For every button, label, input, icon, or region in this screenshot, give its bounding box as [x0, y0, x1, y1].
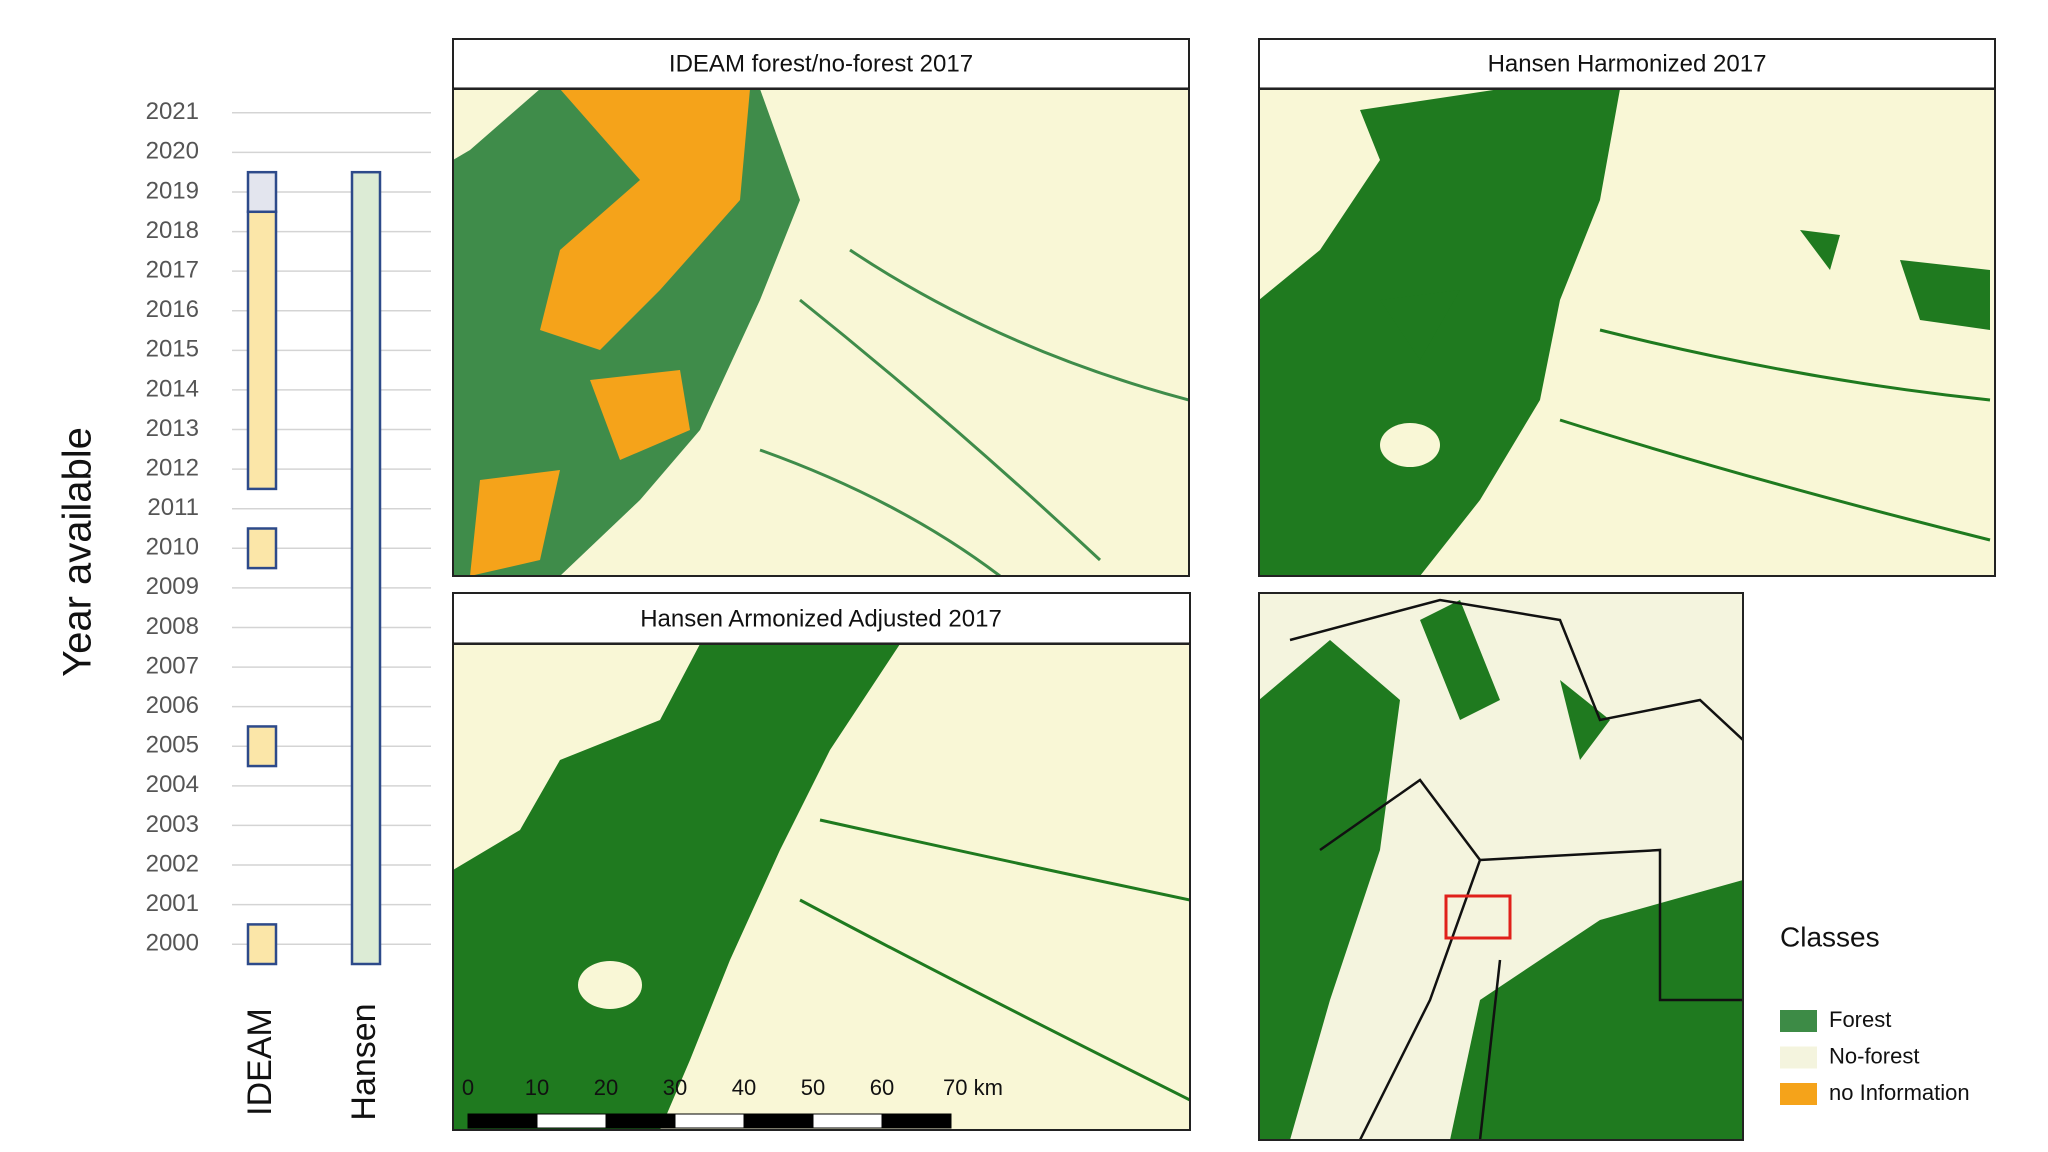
y-tick-label: 2015	[146, 336, 199, 363]
legend-swatch	[1780, 1046, 1817, 1069]
y-tick-label: 2004	[146, 771, 199, 798]
scale-label: 60	[870, 1075, 894, 1100]
map-panel	[1258, 592, 1744, 1141]
y-tick-label: 2019	[146, 177, 199, 204]
map-panel: Hansen Harmonized 2017	[1258, 38, 1996, 577]
legend-label: No-forest	[1829, 1043, 1919, 1068]
map-image	[453, 89, 1189, 576]
scale-label: 30	[663, 1075, 687, 1100]
map-panel: Hansen Armonized Adjusted 2017 0 10 20 30 40…	[452, 592, 1191, 1131]
scale-label: 50	[801, 1075, 825, 1100]
scale-segment	[881, 1113, 952, 1129]
x-tick-label: IDEAM	[241, 1008, 279, 1116]
y-tick-label: 2021	[146, 98, 199, 125]
scale-segment	[674, 1113, 745, 1129]
range-bar	[246, 725, 278, 768]
y-tick-label: 2002	[146, 850, 199, 877]
scale-segment	[605, 1113, 676, 1129]
range-bar	[246, 170, 278, 214]
map-image	[1259, 89, 1995, 576]
legend-label: Forest	[1829, 1007, 1891, 1032]
scale-label: 70 km	[943, 1075, 1003, 1100]
y-tick-label: 2017	[146, 257, 199, 284]
y-tick-label: 2011	[147, 494, 199, 521]
y-tick-label: 2000	[146, 930, 199, 957]
x-tick-label: Hansen	[345, 1003, 383, 1120]
range-bar	[246, 210, 278, 491]
y-tick-label: 2020	[146, 138, 199, 165]
y-tick-label: 2014	[146, 375, 199, 402]
legend-swatch	[1780, 1083, 1817, 1105]
range-bar	[350, 170, 382, 966]
y-tick-label: 2006	[146, 692, 199, 719]
range-bar	[246, 923, 278, 966]
scale-label: 40	[732, 1075, 756, 1100]
panel-title: Hansen Armonized Adjusted 2017	[640, 605, 1002, 632]
map-panel: IDEAM forest/no-forest 2017	[452, 38, 1190, 577]
scale-label: 0	[462, 1075, 474, 1100]
y-tick-label: 2007	[146, 652, 199, 679]
scale-segment	[812, 1113, 883, 1129]
y-axis-label: Year available	[56, 427, 100, 677]
scale-segment	[536, 1113, 607, 1129]
legend-label: no Information	[1829, 1080, 1970, 1105]
panel-title: Hansen Harmonized 2017	[1488, 50, 1767, 77]
y-tick-label: 2016	[146, 296, 199, 323]
y-tick-label: 2009	[146, 573, 199, 600]
scale-label: 20	[594, 1075, 618, 1100]
legend: Classes Forest No-forest no Information	[1780, 921, 1970, 1105]
range-bar	[246, 527, 278, 570]
scale-bar: 0 10 20 30 40 50 60 70 km	[462, 1075, 1003, 1129]
scale-segment	[467, 1113, 538, 1129]
y-tick-label: 2008	[146, 613, 199, 640]
y-tick-label: 2012	[146, 454, 199, 481]
legend-title: Classes	[1780, 921, 1880, 952]
scale-segment	[743, 1113, 814, 1129]
map-image	[453, 644, 1190, 1130]
legend-swatch	[1780, 1010, 1817, 1032]
y-tick-label: 2010	[146, 534, 199, 561]
scale-label: 10	[525, 1075, 549, 1100]
y-tick-label: 2005	[146, 732, 199, 759]
y-tick-label: 2013	[146, 415, 199, 442]
y-tick-label: 2003	[146, 811, 199, 838]
map-image	[1259, 593, 1743, 1140]
y-tick-label: 2018	[146, 217, 199, 244]
y-tick-label: 2001	[146, 890, 199, 917]
panel-title: IDEAM forest/no-forest 2017	[669, 50, 973, 77]
